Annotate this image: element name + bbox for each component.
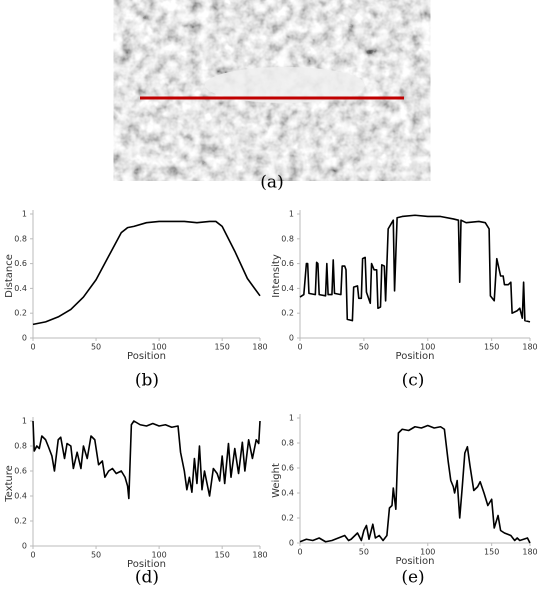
y-tick-label: 0.8 (14, 442, 27, 451)
x-tick-label: 150 (484, 343, 499, 352)
x-tick-label: 150 (215, 551, 230, 560)
caption: (d) (135, 568, 159, 588)
data-line (32, 420, 261, 500)
y-tick-label: 0.2 (281, 309, 294, 318)
y-axis-label: Intensity (271, 254, 282, 298)
y-tick-label: 0.2 (281, 514, 294, 523)
x-axis-label: Position (396, 351, 435, 362)
x-tick-label: 100 (151, 343, 166, 352)
x-tick-label: 180 (522, 548, 537, 557)
caption: (e) (401, 568, 424, 588)
x-tick-label: 0 (297, 343, 302, 352)
x-tick-label: 100 (420, 343, 435, 352)
y-tick-label: 0.8 (14, 234, 27, 243)
y-axis-label: Distance (4, 254, 15, 298)
y-tick-label: 0 (22, 542, 27, 551)
y-tick-label: 1 (289, 414, 294, 423)
x-tick-label: 100 (151, 551, 166, 560)
caption: (b) (135, 371, 159, 391)
x-tick-label: 150 (484, 548, 499, 557)
y-tick-label: 0 (289, 539, 294, 548)
x-tick-label: 150 (215, 343, 230, 352)
y-tick-label: 0.4 (14, 284, 27, 293)
caption: (c) (402, 371, 425, 391)
y-tick-label: 0.2 (14, 309, 27, 318)
x-axis-label: Position (127, 351, 166, 362)
y-tick-label: 1 (22, 417, 27, 426)
x-tick-label: 100 (420, 548, 435, 557)
y-tick-label: 0 (289, 334, 294, 343)
y-tick-label: 0.4 (281, 489, 294, 498)
data-line (299, 214, 531, 323)
y-axis-label: Weight (271, 463, 282, 498)
y-tick-label: 0.6 (14, 259, 27, 268)
x-tick-label: 180 (252, 551, 267, 560)
y-tick-label: 0.8 (281, 234, 294, 243)
y-tick-label: 0.4 (281, 284, 294, 293)
caption: (a) (260, 173, 283, 193)
x-axis-label: Position (396, 556, 435, 567)
x-tick-label: 0 (30, 343, 35, 352)
y-tick-label: 0.6 (281, 464, 294, 473)
y-tick-label: 0.2 (14, 517, 27, 526)
x-axis-label: Position (127, 559, 166, 570)
x-tick-label: 50 (91, 343, 101, 352)
y-tick-label: 0 (22, 334, 27, 343)
photo (140, 5, 404, 165)
y-tick-label: 0.6 (14, 467, 27, 476)
x-tick-label: 50 (91, 551, 101, 560)
x-tick-label: 180 (522, 343, 537, 352)
x-tick-label: 50 (359, 343, 369, 352)
data-line (32, 220, 261, 326)
x-tick-label: 180 (252, 343, 267, 352)
y-tick-label: 0.6 (281, 259, 294, 268)
x-tick-label: 0 (297, 548, 302, 557)
x-tick-label: 50 (359, 548, 369, 557)
y-axis-label: Texture (4, 465, 15, 503)
y-tick-label: 0.8 (281, 439, 294, 448)
y-tick-label: 1 (22, 210, 27, 219)
data-line (299, 424, 531, 544)
x-tick-label: 0 (30, 551, 35, 560)
y-tick-label: 1 (289, 210, 294, 219)
y-tick-label: 0.4 (14, 492, 27, 501)
